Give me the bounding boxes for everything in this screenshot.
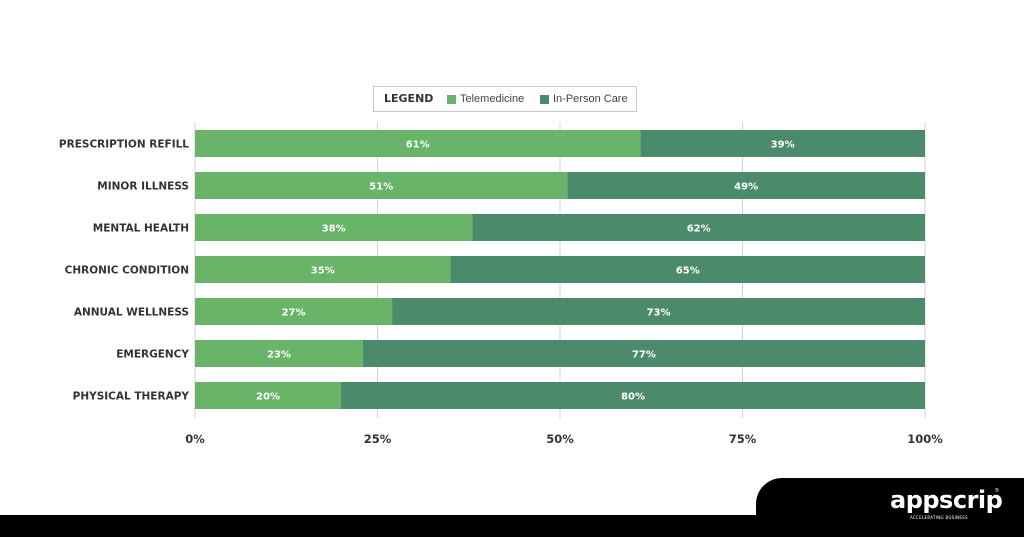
bar-telemedicine-emergency — [195, 340, 363, 367]
brand-tagline: ACCELERATING BUSINESS — [910, 515, 968, 520]
legend-label-in-person-care: In-Person Care — [553, 93, 628, 105]
category-label-physical-therapy: PHYSICAL THERAPY — [73, 391, 190, 403]
legend-swatch-in-person-care — [540, 95, 549, 104]
bar-in-person-care-minor-illness — [567, 172, 925, 199]
bar-in-person-care-chronic-condition — [450, 256, 925, 283]
x-tick-label-25: 25% — [364, 432, 392, 446]
data-label-in-person-care-minor-illness: 49% — [734, 182, 758, 193]
labels: 0% 25% 50% 75% 100% PRESCRIPTION REFILL 61% 39%… — [59, 139, 943, 447]
x-tick-label-75: 75% — [729, 432, 757, 446]
category-label-chronic-condition: CHRONIC CONDITION — [65, 265, 189, 277]
data-label-telemedicine-annual-wellness: 27% — [282, 308, 306, 319]
data-label-in-person-care-annual-wellness: 73% — [647, 308, 671, 319]
x-tick-label-0: 0% — [185, 432, 205, 446]
brand-logo: appscrip — [890, 486, 1003, 514]
data-label-telemedicine-mental-health: 38% — [322, 224, 346, 235]
category-label-minor-illness: MINOR ILLNESS — [97, 181, 189, 193]
legend-swatch-telemedicine — [447, 95, 456, 104]
legend-title: LEGEND — [384, 92, 434, 105]
data-label-telemedicine-physical-therapy: 20% — [256, 392, 280, 403]
bar-telemedicine-mental-health — [195, 214, 473, 241]
data-label-telemedicine-prescription-refill: 61% — [406, 140, 430, 151]
data-label-in-person-care-emergency: 77% — [632, 350, 656, 361]
bar-in-person-care-emergency — [362, 340, 925, 367]
legend: LEGEND Telemedicine In-Person Care — [373, 86, 637, 112]
data-label-telemedicine-emergency: 23% — [267, 350, 291, 361]
bars — [195, 130, 926, 409]
bar-telemedicine-minor-illness — [195, 172, 568, 199]
x-tick-label-100: 100% — [907, 432, 943, 446]
x-tick-label-50: 50% — [546, 432, 574, 446]
category-label-annual-wellness: ANNUAL WELLNESS — [74, 307, 189, 319]
bar-telemedicine-physical-therapy — [195, 382, 341, 409]
legend-label-telemedicine: Telemedicine — [460, 93, 525, 105]
category-label-prescription-refill: PRESCRIPTION REFILL — [59, 139, 189, 151]
data-label-in-person-care-physical-therapy: 80% — [621, 392, 645, 403]
bar-in-person-care-annual-wellness — [392, 298, 926, 325]
data-label-in-person-care-prescription-refill: 39% — [771, 140, 795, 151]
data-label-telemedicine-chronic-condition: 35% — [311, 266, 335, 277]
data-label-in-person-care-mental-health: 62% — [687, 224, 711, 235]
data-label-telemedicine-minor-illness: 51% — [369, 182, 393, 193]
bar-telemedicine-chronic-condition — [195, 256, 451, 283]
bar-in-person-care-mental-health — [472, 214, 925, 241]
bar-telemedicine-annual-wellness — [195, 298, 393, 325]
category-label-emergency: EMERGENCY — [116, 349, 189, 361]
footer-tab — [756, 478, 1024, 537]
data-label-in-person-care-chronic-condition: 65% — [676, 266, 700, 277]
bar-in-person-care-physical-therapy — [341, 382, 925, 409]
bar-telemedicine-prescription-refill — [195, 130, 641, 157]
brand-registered-mark: ® — [995, 488, 999, 494]
bar-in-person-care-prescription-refill — [640, 130, 925, 157]
category-label-mental-health: MENTAL HEALTH — [93, 223, 189, 235]
